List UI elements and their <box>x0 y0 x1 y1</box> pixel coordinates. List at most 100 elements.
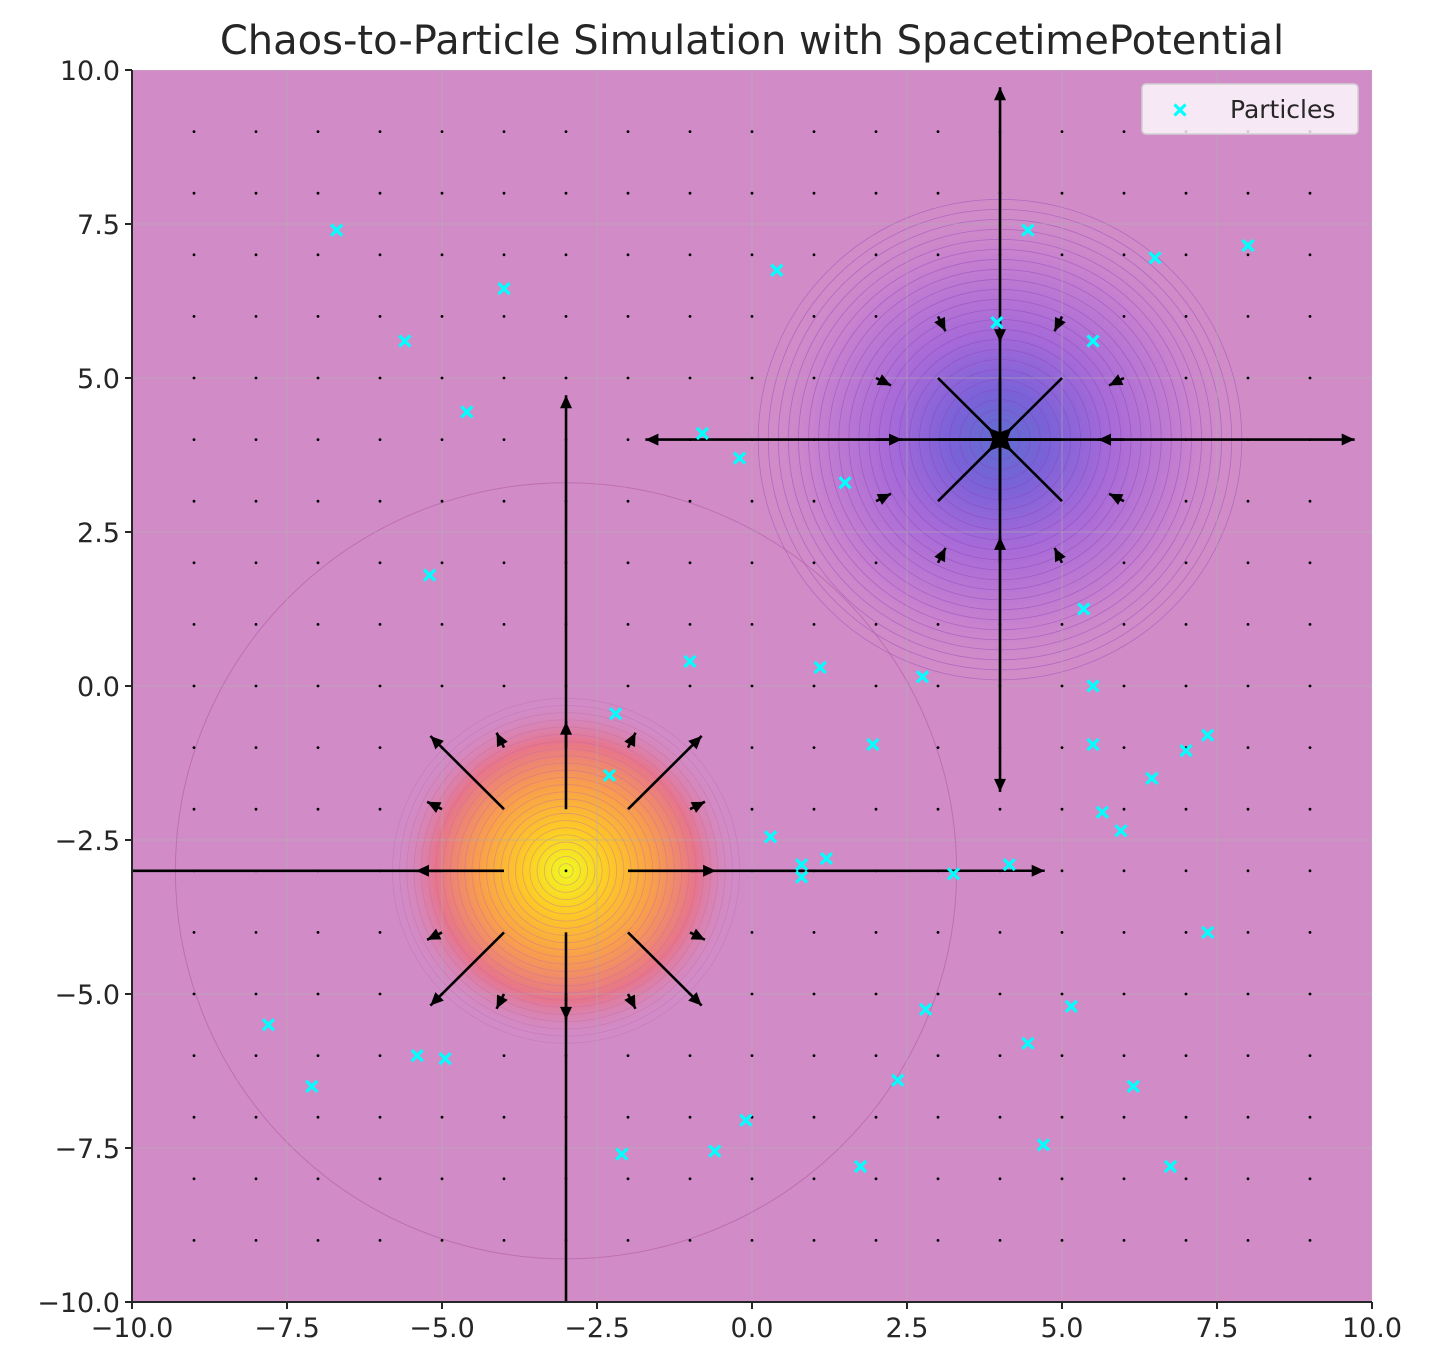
quiver-arrow <box>936 623 940 626</box>
quiver-arrow <box>316 992 320 996</box>
particle-stroke <box>1201 925 1215 940</box>
quiver-arrow <box>626 1054 630 1057</box>
quiver-arrow <box>936 130 940 134</box>
quiver-arrow <box>1122 315 1126 318</box>
quiver-arrow <box>874 1054 878 1057</box>
quiver-arrow <box>1060 191 1064 195</box>
quiver-arrow <box>874 1177 878 1181</box>
quiver-arrow <box>874 931 878 934</box>
quiver-arrow <box>750 684 754 688</box>
quiver-arrow <box>1184 869 1188 873</box>
quiver-arrow <box>994 377 1007 792</box>
quiver-arrow <box>1108 492 1125 505</box>
quiver-arrow <box>192 746 196 749</box>
quiver-arrow <box>254 992 258 996</box>
quiver-arrow <box>1246 1054 1250 1057</box>
particle-stroke <box>739 1113 753 1127</box>
quiver-arrow <box>316 376 320 380</box>
particle-stroke <box>460 405 474 419</box>
particle-marker <box>1145 771 1159 786</box>
quiver-arrow <box>998 130 1002 134</box>
particle-stroke <box>1114 824 1128 838</box>
particle-stroke <box>305 1079 319 1094</box>
particle-marker <box>1086 737 1100 752</box>
particle-marker <box>891 1073 905 1087</box>
quiver-arrow <box>1060 253 1064 257</box>
quiver-arrow <box>440 130 444 134</box>
quiver-arrow <box>502 1115 506 1119</box>
quiver-head <box>560 721 573 735</box>
quiver-arrow <box>688 684 692 688</box>
particle-marker <box>1148 251 1162 265</box>
particle-marker <box>1126 1079 1140 1094</box>
particle-stroke <box>1002 858 1016 872</box>
potential-contour <box>543 848 589 893</box>
quiver-arrow <box>1308 931 1312 934</box>
particle-stroke <box>398 334 412 348</box>
quiver-arrow <box>502 499 506 503</box>
quiver-arrow <box>1060 931 1064 934</box>
particle-stroke <box>794 858 809 872</box>
particle-stroke <box>819 851 834 866</box>
quiver-arrow <box>502 1239 506 1242</box>
quiver-arrow <box>750 253 754 257</box>
quiver-arrow <box>875 374 892 387</box>
quiver-arrow <box>936 746 940 749</box>
quiver-arrow <box>1184 1054 1188 1057</box>
quiver-arrow <box>316 684 320 688</box>
quiver-head <box>688 992 702 1006</box>
quiver-arrow <box>936 992 940 996</box>
quiver-arrow <box>1122 746 1126 749</box>
particle-stroke <box>602 768 617 782</box>
quiver-arrow <box>1122 1239 1126 1242</box>
quiver-arrow <box>192 931 196 934</box>
particle-marker <box>853 1159 868 1174</box>
quiver-arrow <box>750 807 754 811</box>
quiver-arrow <box>192 992 196 996</box>
quiver-arrow <box>1308 438 1312 441</box>
quiver-arrow <box>626 1177 630 1181</box>
particle-stroke <box>1077 602 1091 616</box>
particle-marker <box>497 282 511 296</box>
quiver-arrow <box>316 1054 320 1057</box>
quiver-arrow <box>502 438 506 441</box>
quiver-arrow <box>1184 1115 1188 1119</box>
quiver-arrow <box>440 315 444 318</box>
particle-stroke <box>770 263 784 277</box>
quiver-arrow <box>1308 561 1312 565</box>
quiver-arrow <box>1246 746 1250 749</box>
quiver-arrow <box>812 623 816 626</box>
quiver-arrow <box>936 1054 940 1057</box>
particle-marker <box>1163 1159 1178 1174</box>
quiver-arrow <box>502 561 506 565</box>
quiver-arrow <box>1308 807 1312 811</box>
quiver-arrow <box>874 191 878 195</box>
quiver-arrow <box>440 438 444 441</box>
particle-marker <box>460 405 474 419</box>
quiver-arrow <box>624 732 637 749</box>
quiver-head <box>430 992 444 1006</box>
quiver-arrow <box>1308 1115 1312 1119</box>
quiver-arrow <box>688 315 692 318</box>
quiver-arrow <box>688 130 692 134</box>
quiver-arrow <box>812 1115 816 1119</box>
quiver-arrow <box>1122 869 1126 873</box>
quiver-arrow <box>1122 1115 1126 1119</box>
quiver-arrow <box>1246 869 1250 873</box>
quiver-arrow <box>688 746 692 749</box>
quiver-arrow <box>998 1177 1002 1181</box>
quiver-arrow <box>688 253 692 257</box>
particle-stroke <box>1201 728 1215 742</box>
quiver-arrow <box>440 684 444 688</box>
particle-marker <box>608 707 623 721</box>
quiver-arrow <box>812 499 816 503</box>
quiver-arrow <box>875 492 892 505</box>
quiver-arrow <box>429 931 505 1007</box>
particle-stroke <box>838 476 852 490</box>
quiver-arrow <box>378 992 382 996</box>
particle-stroke <box>946 867 961 881</box>
particle-marker <box>683 654 697 668</box>
quiver-arrow <box>1246 253 1250 257</box>
quiver-arrow <box>998 869 1002 873</box>
